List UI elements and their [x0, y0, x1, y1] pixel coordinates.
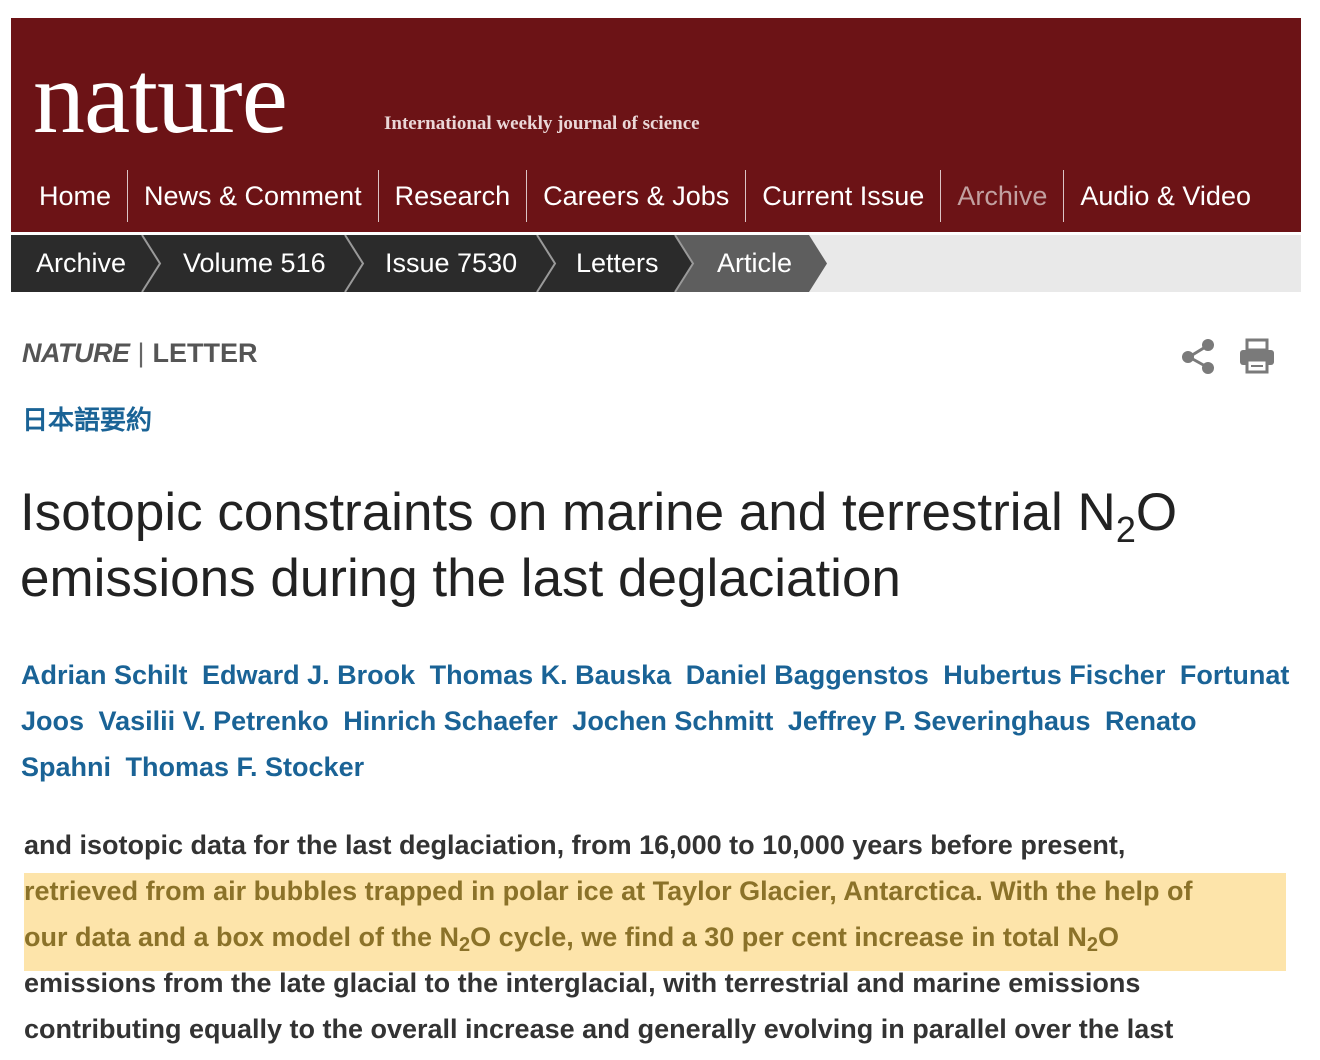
tagline: International weekly journal of science [384, 113, 700, 134]
main-nav: Home News & Comment Research Careers & J… [23, 170, 1267, 222]
abstract-subscript: 2 [1086, 934, 1099, 956]
breadcrumb-item-volume[interactable]: Volume 516 [138, 235, 366, 292]
title-text: Isotopic constraints on marine and terre… [20, 483, 1116, 542]
nav-divider [526, 170, 528, 222]
article-type-header: NATURE | LETTER [22, 338, 258, 369]
breadcrumb-item-letters[interactable]: Letters [534, 235, 696, 292]
breadcrumb-arrow-shape [671, 235, 827, 292]
author-link[interactable]: Adrian Schilt [21, 660, 188, 690]
text-highlight [24, 873, 1286, 971]
breadcrumb-arrow-shape [534, 235, 695, 292]
abstract-fragment: our data and a box model of the N [24, 922, 460, 952]
nav-careers-jobs[interactable]: Careers & Jobs [543, 180, 730, 211]
nav-divider [377, 170, 379, 222]
masthead: nature International weekly journal of s… [11, 18, 1301, 232]
japanese-summary-link[interactable]: 日本語要約 [22, 406, 153, 436]
abstract-subscript: 2 [459, 934, 471, 956]
author-link[interactable]: Fortunat Joos [21, 660, 1290, 736]
abstract-line: and isotopic data for the last deglaciat… [24, 830, 1126, 860]
author-link[interactable]: Renato Spahni [21, 706, 1197, 782]
print-icon[interactable] [1238, 336, 1276, 381]
breadcrumb-item-archive[interactable]: Archive [11, 235, 163, 292]
author-link[interactable]: Daniel Baggenstos [685, 660, 929, 690]
author-link[interactable]: Jochen Schmitt [572, 706, 774, 736]
abstract-text: and isotopic data for the last deglaciat… [24, 822, 1304, 1052]
breadcrumb-label: Letters [576, 248, 659, 278]
abstract-line-highlighted: retrieved from air bubbles trapped in po… [24, 876, 1193, 906]
author-link[interactable]: Jeffrey P. Severinghaus [787, 706, 1091, 736]
title-text: O emissions during the last deglaciation [20, 483, 1178, 608]
abstract-line: emissions from the late glacial to the i… [24, 968, 1141, 998]
author-link[interactable]: Thomas K. Bauska [429, 660, 672, 690]
breadcrumb-label: Volume 516 [183, 248, 326, 278]
breadcrumb-label: Article [717, 248, 793, 278]
header-separator: | [137, 338, 145, 368]
author-link[interactable]: Vasilii V. Petrenko [98, 706, 329, 736]
breadcrumb-label: Issue 7530 [385, 248, 518, 278]
abstract-fragment: O [1098, 922, 1120, 952]
breadcrumb-arrow-shape [342, 235, 557, 292]
author-link[interactable]: Thomas F. Stocker [125, 752, 365, 782]
share-icon[interactable] [1180, 336, 1218, 381]
author-link[interactable]: Edward J. Brook [202, 660, 416, 690]
author-link[interactable]: Hubertus Fischer [943, 660, 1166, 690]
breadcrumb-arrow-shape [11, 235, 162, 292]
breadcrumb-item-article[interactable]: Article [671, 235, 829, 292]
nav-audio-video[interactable]: Audio & Video [1080, 180, 1251, 211]
nav-divider [940, 170, 942, 222]
breadcrumb-arrow-shape [138, 235, 365, 292]
nav-news-comment[interactable]: News & Comment [144, 180, 362, 211]
nav-divider [127, 170, 129, 222]
breadcrumb-label: Archive [36, 248, 127, 278]
abstract-fragment: O cycle, we find a 30 per cent increase … [470, 922, 1087, 952]
nav-divider [1063, 170, 1065, 222]
nav-home[interactable]: Home [39, 180, 112, 211]
nav-current-issue[interactable]: Current Issue [762, 180, 925, 211]
title-subscript: 2 [1115, 509, 1136, 550]
article-title: Isotopic constraints on marine and terre… [20, 480, 1290, 612]
nav-archive[interactable]: Archive [957, 180, 1048, 211]
abstract-line: contributing equally to the overall incr… [24, 1014, 1174, 1044]
article-type: LETTER [152, 338, 258, 368]
nature-logo[interactable]: nature [33, 40, 288, 155]
author-list: Adrian Schilt Edward J. Brook Thomas K. … [21, 652, 1301, 790]
nav-research[interactable]: Research [394, 180, 511, 211]
journal-name: NATURE [22, 338, 130, 368]
author-link[interactable]: Hinrich Schaefer [343, 706, 558, 736]
nav-divider [745, 170, 747, 222]
breadcrumb: Article Letters Issue 7530 Volume 516 Ar… [11, 235, 1301, 292]
abstract-line-highlighted: our data and a box model of the N2O cycl… [24, 914, 1304, 960]
breadcrumb-item-issue[interactable]: Issue 7530 [342, 235, 558, 292]
